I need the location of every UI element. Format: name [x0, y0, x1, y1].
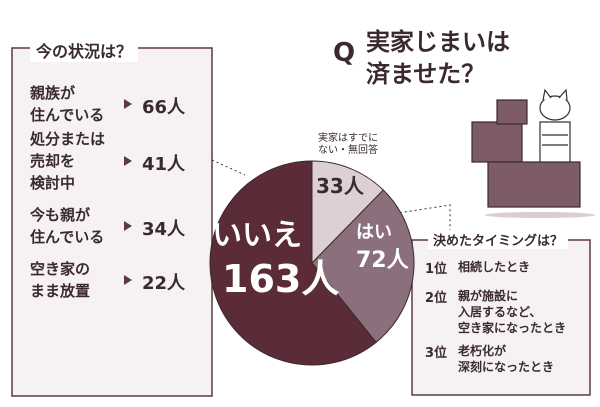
arrow [124, 99, 132, 109]
status-label: 売却を [30, 152, 76, 170]
pie-slice [311, 189, 415, 344]
arrow [124, 275, 132, 285]
pie-category-label: いいえ [212, 218, 302, 253]
timing-text: 親が施設に [458, 289, 519, 303]
status-label: 今も親が [30, 206, 91, 224]
heading-line: 済ませた？ [366, 60, 486, 88]
pie-category-label: 実家はすでにない・無回答 [318, 133, 379, 156]
heading-line: 実家じまいは [366, 28, 510, 56]
rank: 2位 [425, 291, 448, 306]
arrow [124, 221, 132, 231]
shadow [485, 212, 595, 218]
rank: 1位 [425, 262, 448, 277]
timing-text: 相続したとき [458, 260, 531, 274]
pie-value-label: 72人 [356, 248, 409, 273]
panel-title: 決めたタイミングは？ [428, 230, 569, 249]
rank: 3位 [425, 346, 448, 361]
cat-illustration [471, 88, 581, 208]
timing-text: 老朽化が [458, 344, 507, 358]
status-count: 66人 [142, 97, 186, 118]
pie-slice [209, 160, 377, 366]
leader-line [211, 159, 246, 176]
leader-line [384, 204, 451, 240]
timing-text: 深刻になったとき [458, 360, 555, 374]
pie-value-label: 163人 [222, 257, 340, 301]
status-label: 検討中 [30, 174, 76, 192]
pie-category-label: はい [356, 222, 392, 243]
status-label: 処分または [30, 130, 106, 148]
arrow [124, 156, 132, 166]
status-label: 親族が [30, 84, 76, 102]
status-count: 22人 [142, 273, 186, 294]
timing-panel-box [411, 239, 591, 396]
status-label: 空き家の [30, 260, 91, 278]
heading-mark: Q [333, 38, 356, 68]
pie-value-label: 33人 [316, 174, 364, 198]
status-count: 34人 [142, 219, 186, 240]
timing-text: 空き家になったとき [458, 321, 567, 335]
status-panel-box [11, 47, 213, 397]
status-label: 住んでいる [30, 106, 105, 124]
timing-text: 入居するなど、 [458, 305, 542, 319]
pie-slice [311, 160, 384, 265]
status-label: 住んでいる [30, 228, 105, 246]
panel-title: 今の状況は？ [30, 38, 139, 62]
status-count: 41人 [142, 154, 186, 175]
status-label: まま放置 [30, 282, 91, 300]
